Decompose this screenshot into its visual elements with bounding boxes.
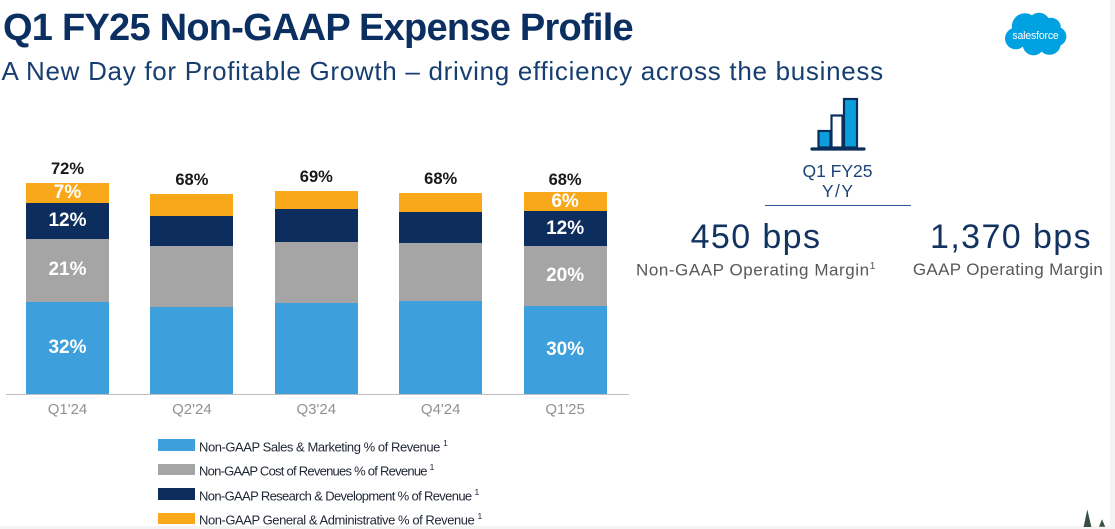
svg-text:salesforce: salesforce	[1012, 30, 1059, 42]
